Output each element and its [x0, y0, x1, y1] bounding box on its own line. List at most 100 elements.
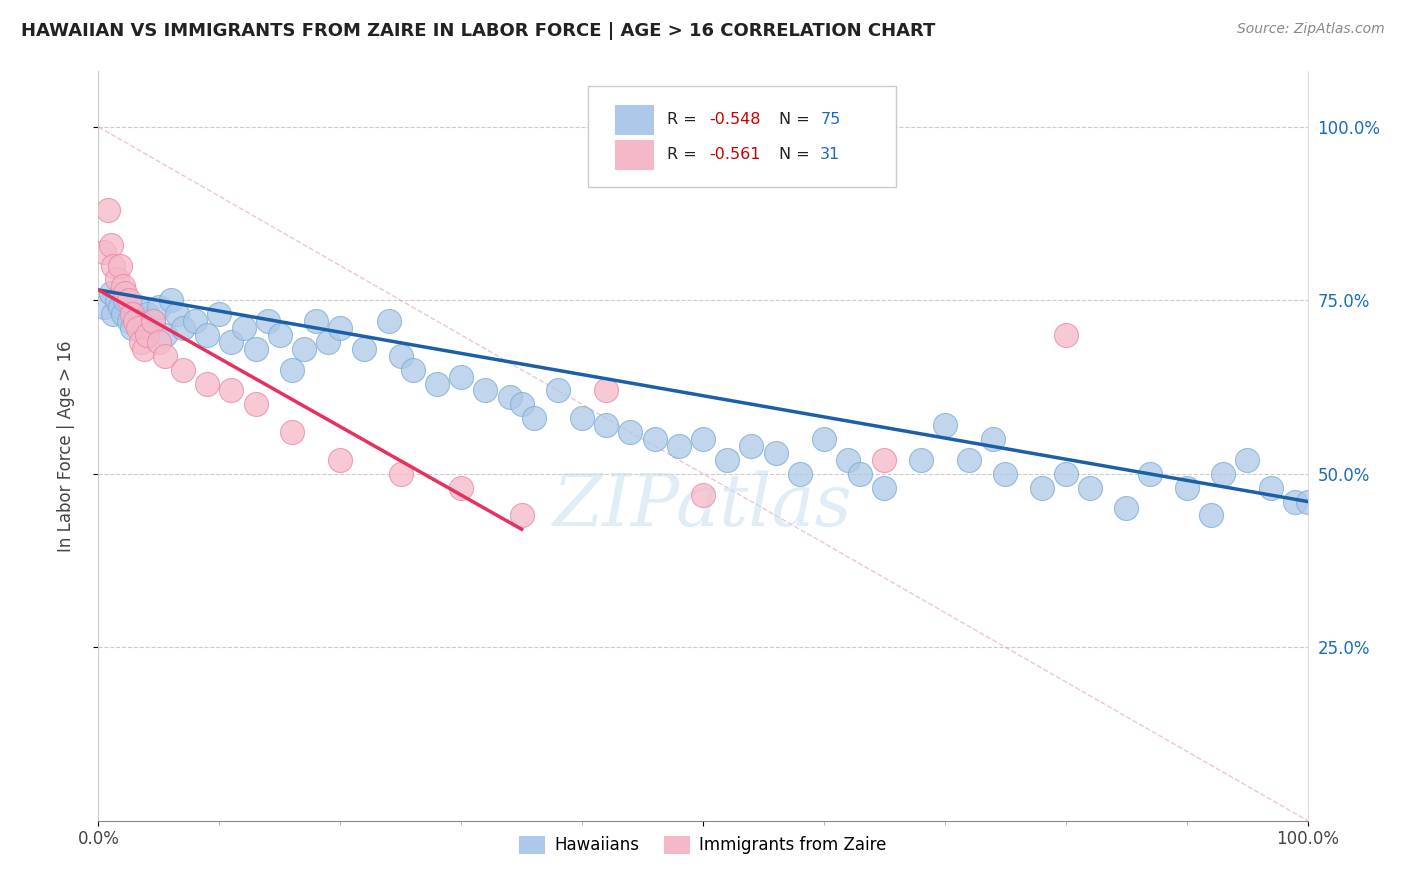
- Point: [142, 314, 165, 328]
- Text: -0.561: -0.561: [709, 147, 761, 162]
- Point: [108, 259, 131, 273]
- Point: [148, 334, 170, 349]
- Point: [195, 328, 218, 343]
- Point: [426, 376, 449, 391]
- Point: [329, 453, 352, 467]
- Point: [172, 362, 194, 376]
- Point: [595, 384, 617, 398]
- Text: R =: R =: [666, 147, 702, 162]
- Point: [1236, 453, 1258, 467]
- Point: [450, 481, 472, 495]
- Point: [934, 418, 956, 433]
- Point: [245, 397, 267, 411]
- Point: [124, 307, 146, 321]
- Bar: [614, 105, 654, 134]
- Point: [305, 314, 328, 328]
- Point: [1175, 481, 1198, 495]
- Point: [105, 272, 128, 286]
- Text: ZIPatlas: ZIPatlas: [553, 471, 853, 541]
- FancyBboxPatch shape: [588, 87, 897, 187]
- Point: [160, 293, 183, 308]
- Point: [114, 293, 136, 308]
- Point: [837, 453, 859, 467]
- Point: [292, 342, 315, 356]
- Point: [389, 467, 412, 481]
- Point: [740, 439, 762, 453]
- Point: [1284, 494, 1306, 508]
- Y-axis label: In Labor Force | Age > 16: In Labor Force | Age > 16: [56, 340, 75, 552]
- Point: [129, 314, 152, 328]
- Text: HAWAIIAN VS IMMIGRANTS FROM ZAIRE IN LABOR FORCE | AGE > 16 CORRELATION CHART: HAWAIIAN VS IMMIGRANTS FROM ZAIRE IN LAB…: [21, 22, 935, 40]
- Point: [142, 314, 165, 328]
- Point: [121, 321, 143, 335]
- Point: [377, 314, 399, 328]
- Point: [129, 334, 152, 349]
- Point: [1260, 481, 1282, 495]
- Text: N =: N =: [779, 147, 815, 162]
- Point: [450, 369, 472, 384]
- Point: [873, 453, 896, 467]
- Point: [101, 259, 124, 273]
- Point: [510, 397, 533, 411]
- Text: -0.548: -0.548: [709, 112, 761, 127]
- Point: [474, 384, 496, 398]
- Point: [100, 237, 122, 252]
- Point: [619, 425, 641, 439]
- Point: [849, 467, 872, 481]
- Point: [1054, 328, 1077, 343]
- Point: [111, 279, 134, 293]
- Point: [789, 467, 811, 481]
- Bar: [614, 140, 654, 169]
- Point: [93, 244, 115, 259]
- Point: [1199, 508, 1222, 523]
- Point: [595, 418, 617, 433]
- Text: 31: 31: [820, 147, 841, 162]
- Point: [195, 376, 218, 391]
- Point: [148, 300, 170, 314]
- Point: [118, 293, 141, 308]
- Point: [281, 425, 304, 439]
- Point: [114, 286, 136, 301]
- Point: [93, 300, 115, 314]
- Point: [873, 481, 896, 495]
- Point: [269, 328, 291, 343]
- Point: [523, 411, 546, 425]
- Point: [281, 362, 304, 376]
- Legend: Hawaiians, Immigrants from Zaire: Hawaiians, Immigrants from Zaire: [513, 830, 893, 861]
- Point: [124, 314, 146, 328]
- Point: [1031, 481, 1053, 495]
- Point: [245, 342, 267, 356]
- Point: [135, 307, 157, 321]
- Point: [957, 453, 980, 467]
- Point: [510, 508, 533, 523]
- Text: R =: R =: [666, 112, 702, 127]
- Point: [108, 300, 131, 314]
- Point: [389, 349, 412, 363]
- Point: [105, 293, 128, 308]
- Point: [692, 487, 714, 501]
- Point: [172, 321, 194, 335]
- Point: [153, 349, 176, 363]
- Point: [134, 321, 156, 335]
- Point: [547, 384, 569, 398]
- Point: [1054, 467, 1077, 481]
- Point: [1296, 494, 1319, 508]
- Point: [118, 314, 141, 328]
- Point: [184, 314, 207, 328]
- Point: [232, 321, 254, 335]
- Point: [994, 467, 1017, 481]
- Point: [97, 203, 120, 218]
- Text: 75: 75: [820, 112, 841, 127]
- Point: [166, 307, 188, 321]
- Text: Source: ZipAtlas.com: Source: ZipAtlas.com: [1237, 22, 1385, 37]
- Point: [1078, 481, 1101, 495]
- Point: [101, 307, 124, 321]
- Point: [1212, 467, 1234, 481]
- Point: [692, 432, 714, 446]
- Point: [256, 314, 278, 328]
- Point: [127, 321, 149, 335]
- Point: [765, 446, 787, 460]
- Point: [111, 307, 134, 321]
- Text: N =: N =: [779, 112, 815, 127]
- Point: [134, 342, 156, 356]
